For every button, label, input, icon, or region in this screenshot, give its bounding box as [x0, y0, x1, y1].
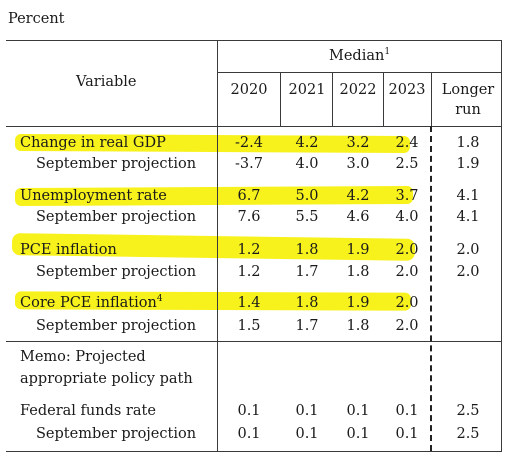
- cell: 1.2: [237, 264, 261, 280]
- cell: 2.0: [395, 264, 419, 280]
- year-header-2020: 2020: [230, 82, 268, 98]
- row-label-september: September projection: [36, 426, 197, 442]
- row-label-unemployment: Unemployment rate: [20, 188, 167, 204]
- cell: -3.7: [235, 156, 263, 172]
- row-label-fed-funds: Federal funds rate: [20, 403, 156, 419]
- header-bottom-rule: [6, 126, 502, 127]
- cell: 2.5: [395, 156, 419, 172]
- cell-longer-run: 2.0: [456, 242, 480, 258]
- cell: 4.2: [295, 135, 319, 151]
- cell: 1.7: [295, 318, 319, 334]
- col-divider-variable: [217, 40, 218, 452]
- cell: 2.0: [395, 242, 419, 258]
- longer-run-dashed-divider: [430, 126, 432, 451]
- cell: 0.1: [346, 403, 370, 419]
- cell: 1.9: [346, 295, 370, 311]
- row-label-september: September projection: [36, 209, 197, 225]
- cell: 1.5: [237, 318, 261, 334]
- cell: 6.7: [237, 188, 261, 204]
- cell-longer-run: 1.8: [456, 135, 480, 151]
- cell: 7.6: [237, 209, 261, 225]
- cell: 0.1: [237, 403, 261, 419]
- col-divider-2022: [383, 72, 384, 126]
- row-label-september: September projection: [36, 156, 197, 172]
- cell-longer-run: 1.9: [456, 156, 480, 172]
- cell: 1.4: [237, 295, 261, 311]
- cell: 1.8: [295, 242, 319, 258]
- cell: 1.8: [346, 318, 370, 334]
- cell: 4.2: [346, 188, 370, 204]
- cell: 1.7: [295, 264, 319, 280]
- cell: 0.1: [395, 426, 419, 442]
- cell-longer-run: 2.5: [456, 426, 480, 442]
- cell: 4.0: [395, 209, 419, 225]
- cell-longer-run: 4.1: [456, 209, 480, 225]
- cell: 3.2: [346, 135, 370, 151]
- cell: 5.5: [295, 209, 319, 225]
- row-label-pce: PCE inflation: [20, 242, 117, 258]
- unit-label: Percent: [8, 11, 65, 27]
- memo-line2: appropriate policy path: [20, 371, 193, 387]
- cell: 3.7: [395, 188, 419, 204]
- year-header-2023: 2023: [388, 82, 426, 98]
- cell: 1.2: [237, 242, 261, 258]
- longer-run-header-line2: run: [455, 102, 481, 118]
- cell: 4.6: [346, 209, 370, 225]
- median-header: Median1: [329, 47, 391, 64]
- cell: 2.4: [395, 135, 419, 151]
- cell: -2.4: [235, 135, 263, 151]
- table-right-border: [501, 40, 502, 452]
- cell: 0.1: [295, 403, 319, 419]
- cell: 4.0: [295, 156, 319, 172]
- row-label-core-pce: Core PCE inflation4: [20, 294, 163, 311]
- cell-longer-run: 2.0: [456, 264, 480, 280]
- row-label-september: September projection: [36, 264, 197, 280]
- year-header-2021: 2021: [288, 82, 326, 98]
- col-divider-2021: [332, 72, 333, 126]
- cell: 1.9: [346, 242, 370, 258]
- cell: 0.1: [295, 426, 319, 442]
- cell: 0.1: [237, 426, 261, 442]
- cell-longer-run: 2.5: [456, 403, 480, 419]
- memo-rule: [6, 341, 502, 342]
- col-divider-2020: [280, 72, 281, 126]
- core-pce-footnote: 4: [156, 294, 163, 305]
- memo-line1: Memo: Projected: [20, 349, 146, 365]
- cell: 1.8: [295, 295, 319, 311]
- cell: 0.1: [395, 403, 419, 419]
- year-header-2022: 2022: [339, 82, 377, 98]
- cell: 5.0: [295, 188, 319, 204]
- cell: 1.8: [346, 264, 370, 280]
- cell: 2.0: [395, 295, 419, 311]
- row-label-gdp: Change in real GDP: [20, 135, 166, 151]
- longer-run-header-line1: Longer: [441, 82, 495, 98]
- cell: 2.0: [395, 318, 419, 334]
- median-footnote: 1: [384, 47, 391, 58]
- cell-longer-run: 4.1: [456, 188, 480, 204]
- variable-header: Variable: [76, 74, 137, 90]
- table-top-rule: [6, 40, 502, 41]
- col-divider-2023: [431, 72, 432, 126]
- median-rule: [217, 72, 502, 73]
- row-label-september: September projection: [36, 318, 197, 334]
- cell: 3.0: [346, 156, 370, 172]
- cell: 0.1: [346, 426, 370, 442]
